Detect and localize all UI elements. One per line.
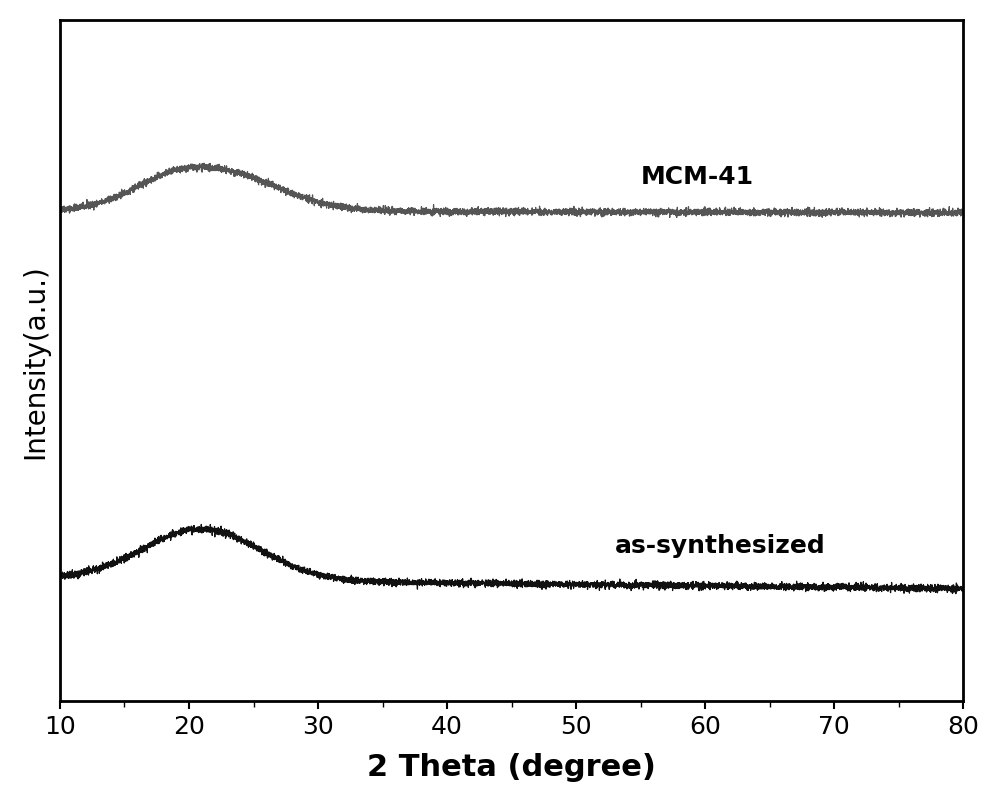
Y-axis label: Intensity(a.u.): Intensity(a.u.) <box>21 264 49 458</box>
Text: MCM-41: MCM-41 <box>641 165 754 188</box>
Text: as-synthesized: as-synthesized <box>615 534 826 557</box>
X-axis label: 2 Theta (degree): 2 Theta (degree) <box>367 752 656 781</box>
